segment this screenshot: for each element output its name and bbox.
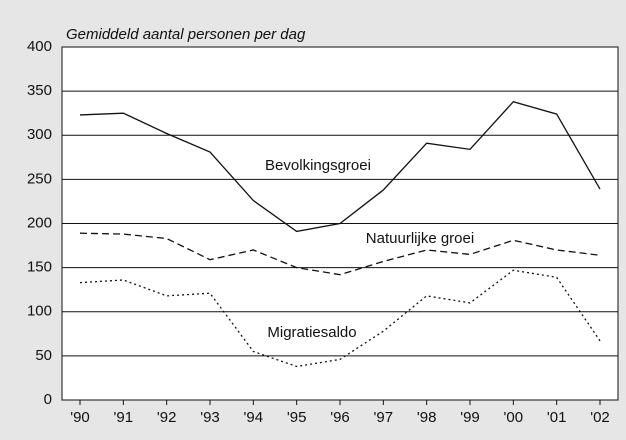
x-tick-label: '94	[244, 409, 264, 426]
series-line	[79, 232, 601, 276]
y-tick-label: 0	[44, 391, 52, 408]
x-tick-label: '90	[70, 409, 90, 426]
x-tick-label: '92	[157, 409, 177, 426]
x-tick-label: '98	[417, 409, 437, 426]
x-tick-label: '01	[547, 409, 567, 426]
x-tick-label: '99	[460, 409, 480, 426]
series-line	[79, 269, 601, 368]
y-tick-label: 50	[35, 347, 52, 364]
y-axis-label: Gemiddeld aantal personen per dag	[66, 26, 306, 43]
x-tick-label: '02	[590, 409, 610, 426]
x-tick-label: '93	[200, 409, 220, 426]
y-tick-label: 350	[27, 82, 52, 99]
y-tick-label: 300	[27, 126, 52, 143]
y-tick-label: 100	[27, 303, 52, 320]
x-tick-label: '97	[374, 409, 394, 426]
series-label: Bevolkingsgroei	[265, 157, 371, 174]
y-tick-label: 400	[27, 38, 52, 55]
x-tick-label: '96	[330, 409, 350, 426]
series-line	[79, 100, 601, 233]
y-tick-label: 150	[27, 259, 52, 276]
x-tick-label: '91	[114, 409, 134, 426]
y-tick-label: 250	[27, 170, 52, 187]
y-tick-label: 200	[27, 214, 52, 231]
series-label: Natuurlijke groei	[366, 230, 474, 247]
x-tick-label: '95	[287, 409, 307, 426]
series-label: Migratiesaldo	[267, 324, 356, 341]
x-tick-label: '00	[504, 409, 524, 426]
